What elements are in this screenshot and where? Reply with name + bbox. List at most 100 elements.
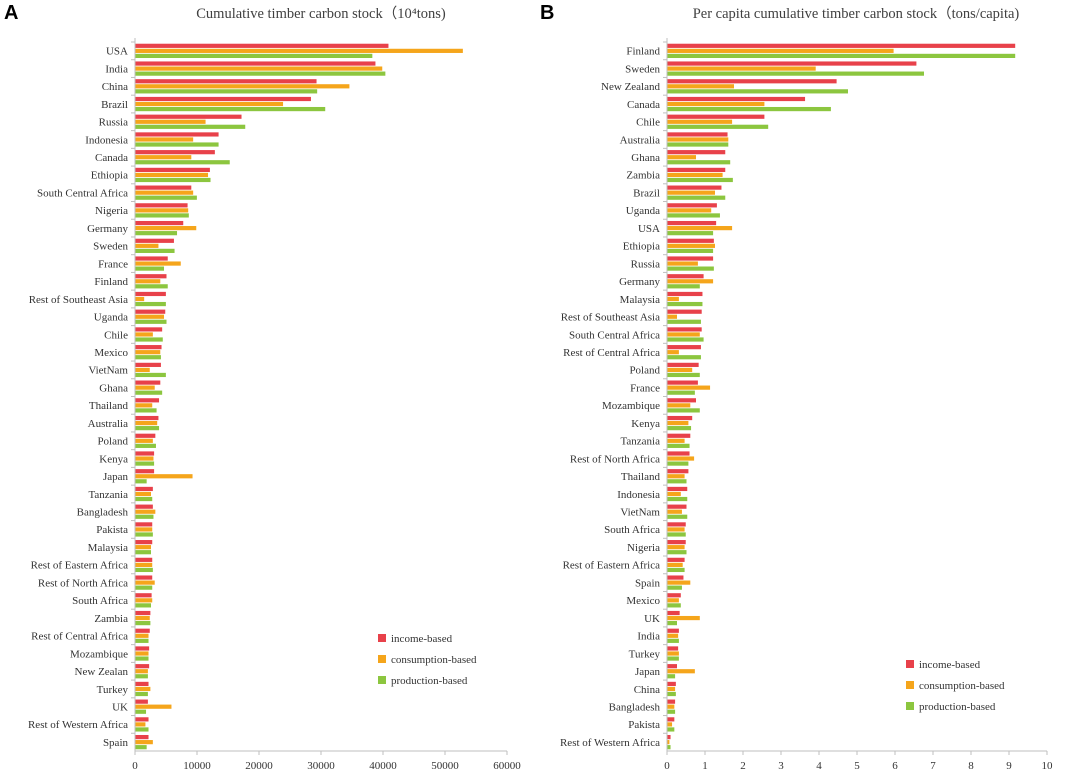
bar-consumption — [667, 669, 695, 674]
bar-income — [135, 291, 166, 297]
legend-swatch-production — [906, 702, 914, 710]
bar-consumption — [667, 403, 691, 408]
category-label: Australia — [620, 134, 660, 146]
category-label: Ethiopia — [623, 241, 660, 253]
category-label: Ghana — [631, 152, 660, 164]
bar-production — [135, 89, 318, 94]
bar-income — [667, 79, 837, 84]
bar-consumption — [135, 350, 161, 355]
bar-production — [135, 656, 149, 661]
legend-label-income: income-based — [919, 659, 981, 671]
x-tick-label: 10 — [1042, 760, 1054, 772]
bar-income — [667, 291, 703, 297]
bar-consumption — [667, 172, 723, 178]
category-label: Japan — [635, 666, 661, 678]
category-label: Brazil — [101, 99, 128, 111]
bar-income — [135, 664, 150, 669]
bar-production — [667, 106, 831, 112]
bar-production — [135, 355, 161, 360]
bar-consumption — [135, 615, 150, 621]
bar-income — [667, 469, 689, 474]
category-label: South Africa — [72, 595, 128, 607]
bar-consumption — [135, 261, 181, 266]
bar-consumption — [135, 491, 151, 497]
bar-production — [667, 124, 769, 129]
bar-consumption — [135, 456, 154, 461]
bar-income — [667, 132, 728, 137]
category-label: Rest of Western Africa — [28, 719, 128, 731]
bar-consumption — [667, 686, 676, 692]
category-label: USA — [638, 223, 660, 235]
category-label: Malaysia — [88, 542, 128, 554]
bar-income — [667, 274, 704, 279]
bar-consumption — [135, 226, 197, 231]
category-label: Uganda — [626, 205, 660, 217]
category-label: Sweden — [625, 63, 660, 75]
category-label: Rest of Central Africa — [563, 347, 660, 359]
bar-consumption — [135, 474, 193, 479]
bar-consumption — [667, 137, 729, 142]
bar-income — [135, 415, 159, 421]
bar-income — [135, 504, 153, 509]
bar-production — [667, 656, 679, 661]
bar-consumption — [667, 527, 685, 532]
bar-production — [667, 213, 720, 218]
category-label: Rest of North Africa — [38, 577, 128, 589]
x-tick-label: 3 — [778, 760, 784, 772]
category-label: Zambia — [626, 170, 660, 182]
bar-production — [667, 514, 688, 519]
x-tick-label: 6 — [892, 760, 898, 772]
x-tick-label: 9 — [1006, 760, 1012, 772]
category-label: Tanzania — [620, 436, 660, 448]
category-label: Nigeria — [627, 542, 660, 554]
bar-income — [135, 327, 163, 332]
bar-income — [135, 203, 188, 208]
bar-production — [135, 195, 197, 200]
bar-income — [667, 593, 681, 598]
bar-consumption — [667, 615, 700, 621]
bar-consumption — [135, 367, 150, 373]
legend-label-production: production-based — [391, 675, 468, 687]
category-label: Germany — [619, 276, 660, 288]
bar-production — [667, 301, 703, 307]
bar-consumption — [667, 509, 682, 514]
category-label: Ethiopia — [91, 170, 128, 182]
bar-consumption — [135, 740, 153, 745]
bar-income — [667, 309, 702, 314]
bar-income — [667, 540, 686, 545]
category-label: Kenya — [631, 418, 660, 430]
bar-production — [667, 426, 692, 431]
bar-production — [667, 745, 671, 750]
bar-production — [135, 709, 147, 714]
bar-production — [135, 390, 163, 395]
bar-consumption — [667, 101, 765, 107]
category-label: Indonesia — [85, 134, 128, 146]
bar-production — [135, 426, 160, 431]
bar-income — [667, 220, 717, 226]
category-label: Finland — [94, 276, 128, 288]
panel-letter-a: A — [4, 2, 19, 24]
bar-income — [667, 362, 699, 367]
bar-income — [135, 628, 150, 633]
category-label: Canada — [95, 152, 128, 164]
category-label: China — [634, 684, 660, 696]
category-label: Thailand — [89, 400, 129, 412]
category-label: Chile — [104, 329, 128, 341]
bar-production — [667, 691, 676, 697]
bar-production — [135, 674, 148, 679]
category-label: USA — [106, 46, 128, 58]
category-label: Turkey — [629, 648, 661, 660]
bar-production — [135, 727, 149, 732]
bar-income — [667, 96, 806, 102]
bar-production — [135, 213, 189, 218]
bar-production — [135, 248, 175, 253]
bar-production — [667, 390, 695, 395]
legend-swatch-income — [906, 660, 914, 668]
bar-income — [135, 238, 174, 243]
bar-production — [135, 638, 149, 643]
bar-income — [667, 415, 693, 421]
x-tick-label: 7 — [930, 760, 936, 772]
x-tick-label: 30000 — [307, 760, 335, 772]
category-label: Pakista — [628, 719, 660, 731]
bar-consumption — [135, 84, 350, 89]
